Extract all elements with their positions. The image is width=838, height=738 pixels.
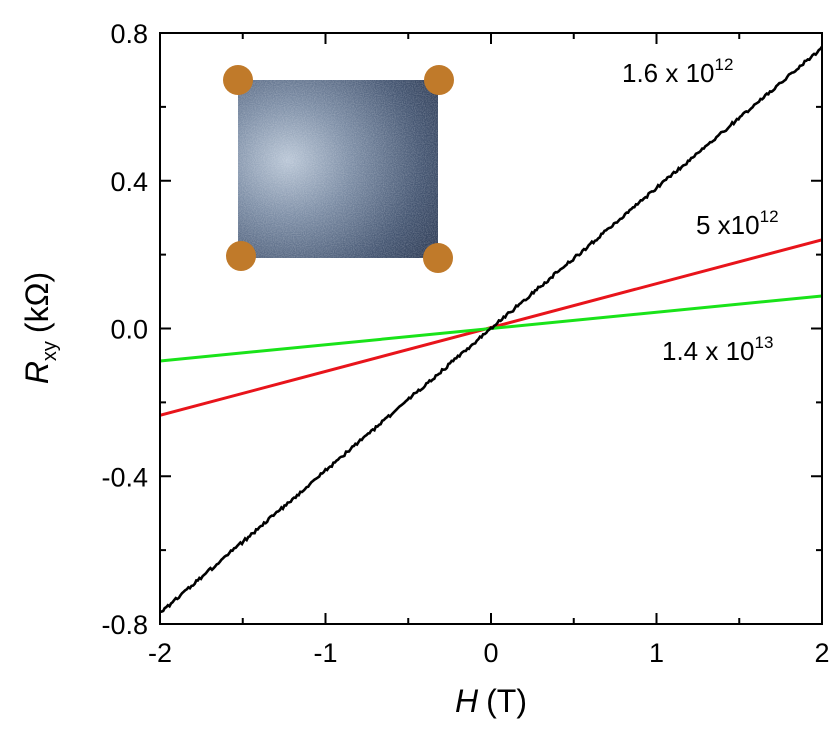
y-tick-label: 0.0	[110, 315, 148, 345]
sample-inset	[223, 65, 454, 273]
x-tick-label: 0	[483, 638, 498, 668]
series-label-1: 1.6 x 1012	[622, 55, 733, 88]
contact-bottom-right	[423, 243, 453, 273]
x-axis-title: H (T)	[455, 683, 527, 719]
series-label-3: 1.4 x 1013	[662, 333, 773, 366]
y-tick-label: -0.8	[101, 610, 148, 640]
x-tick-label: -2	[148, 638, 172, 668]
tick-layer	[159, 32, 823, 625]
label-layer: -2 -1 0 1 2 -0.8 -0.4 0.0 0.4 0.8	[101, 19, 829, 668]
x-tick-label: 1	[649, 638, 664, 668]
x-tick-label: 2	[814, 638, 829, 668]
sample-photo-texture	[238, 80, 438, 258]
contact-bottom-left	[226, 241, 256, 271]
y-tick-label: 0.4	[110, 167, 148, 197]
series-layer	[160, 45, 822, 613]
y-axis-title: Rxy(kΩ)	[19, 272, 61, 384]
x-tick-label: -1	[313, 638, 337, 668]
y-tick-label: 0.8	[110, 19, 148, 49]
series-label-2: 5 x1012	[696, 207, 779, 240]
contact-top-left	[223, 65, 253, 95]
series-line-1	[160, 45, 822, 613]
contact-top-right	[424, 65, 454, 95]
y-tick-label: -0.4	[101, 462, 148, 492]
